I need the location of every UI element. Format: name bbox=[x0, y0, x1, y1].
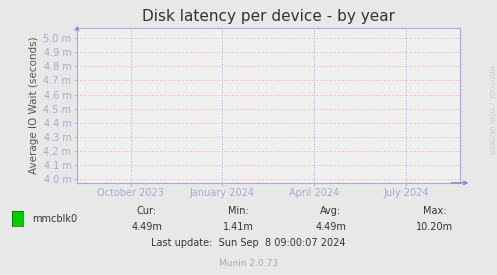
Text: Last update:  Sun Sep  8 09:00:07 2024: Last update: Sun Sep 8 09:00:07 2024 bbox=[151, 238, 346, 248]
Text: Min:: Min: bbox=[228, 207, 249, 216]
Text: Munin 2.0.73: Munin 2.0.73 bbox=[219, 259, 278, 268]
Text: Avg:: Avg: bbox=[320, 207, 341, 216]
Y-axis label: Average IO Wait (seconds): Average IO Wait (seconds) bbox=[29, 36, 39, 174]
Text: Max:: Max: bbox=[423, 207, 447, 216]
Text: RRDTOOL / TOBI OETIKER: RRDTOOL / TOBI OETIKER bbox=[488, 66, 494, 154]
Text: mmcblk0: mmcblk0 bbox=[32, 214, 78, 224]
Text: 4.49m: 4.49m bbox=[131, 222, 162, 232]
Text: 1.41m: 1.41m bbox=[223, 222, 254, 232]
Text: 4.49m: 4.49m bbox=[315, 222, 346, 232]
Text: Cur:: Cur: bbox=[137, 207, 157, 216]
Text: 10.20m: 10.20m bbox=[416, 222, 453, 232]
Title: Disk latency per device - by year: Disk latency per device - by year bbox=[142, 9, 395, 24]
